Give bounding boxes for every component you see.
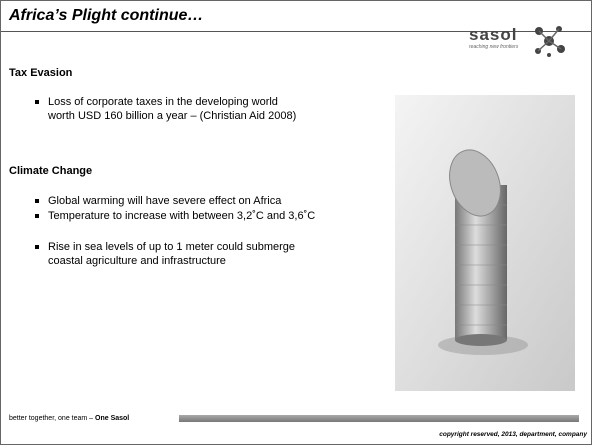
bullet-marker [35, 199, 39, 203]
bullet-marker [35, 214, 39, 218]
coin-photo [395, 95, 575, 391]
bullet-text: Global warming will have severe effect o… [48, 194, 348, 208]
bullet-marker [35, 100, 39, 104]
bullet-text: Rise in sea levels of up to 1 meter coul… [48, 240, 328, 268]
logo-icon [531, 23, 567, 59]
bullet-text: Loss of corporate taxes in the developin… [48, 95, 298, 123]
logo-tagline: reaching new frontiers [469, 44, 518, 50]
slide-title: Africa’s Plight continue… [9, 7, 203, 25]
bullet-text: Temperature to increase with between 3,2… [48, 209, 333, 223]
logo: sasol [469, 25, 517, 45]
footer-text: better together, one team – [9, 415, 93, 422]
footer-brand: One Sasol [95, 415, 129, 422]
footer-tagline: better together, one team – One Sasol [9, 415, 129, 422]
bullet-marker [35, 245, 39, 249]
copyright: copyright reserved, 2013, department, co… [439, 431, 587, 438]
footer-bar [179, 415, 579, 422]
section-heading: Climate Change [9, 165, 92, 177]
slide: Africa’s Plight continue… sasol reaching… [0, 0, 592, 445]
section-heading: Tax Evasion [9, 67, 72, 79]
